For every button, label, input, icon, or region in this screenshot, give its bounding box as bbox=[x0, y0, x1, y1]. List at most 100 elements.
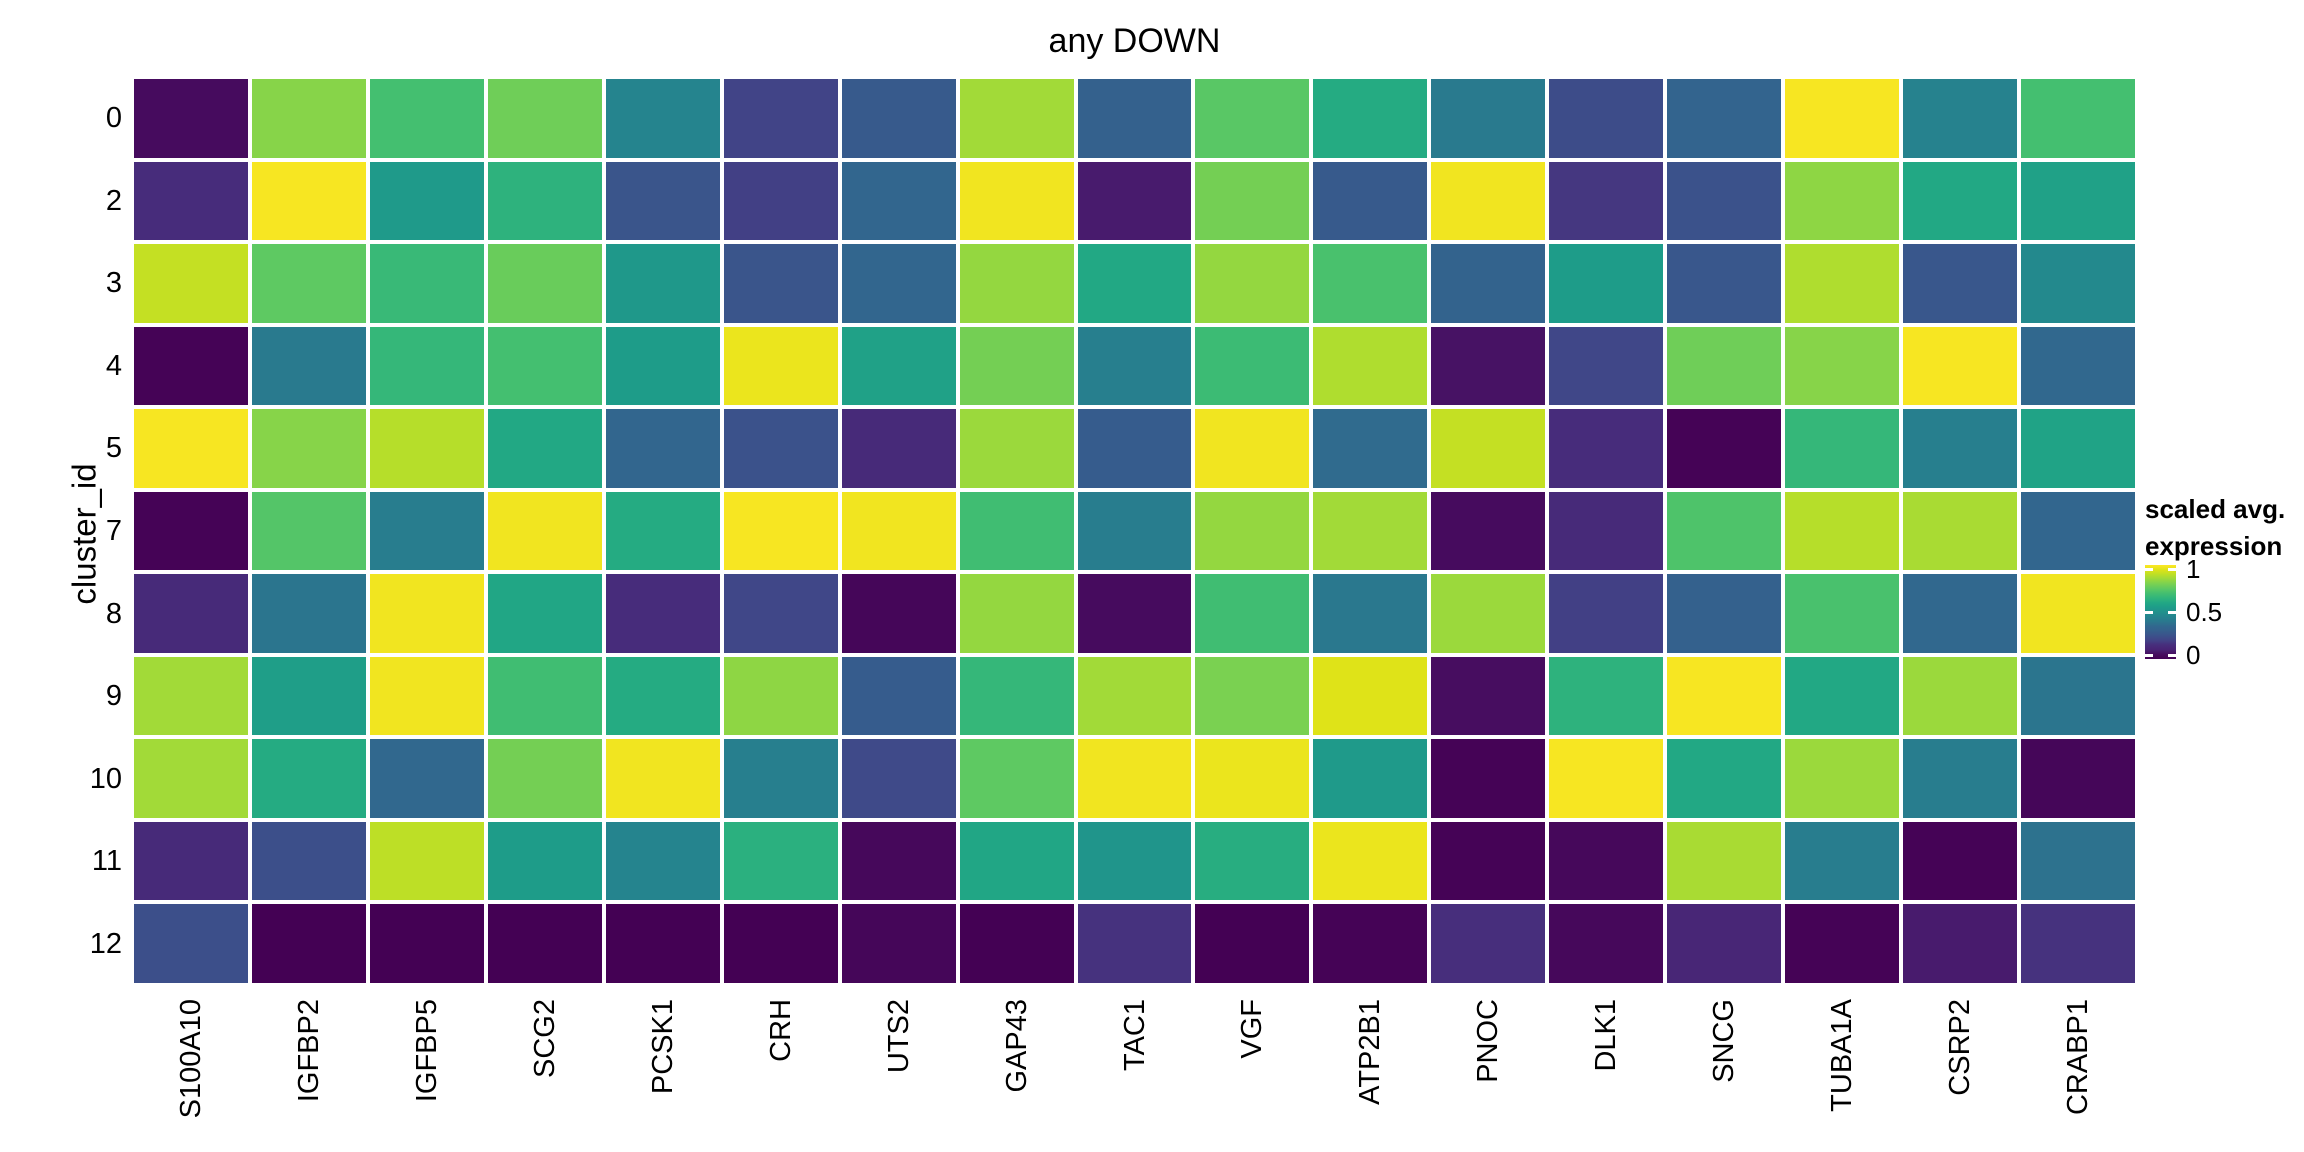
heatmap-cell bbox=[605, 244, 720, 323]
heatmap-cell bbox=[605, 821, 720, 901]
heatmap-cell bbox=[1549, 326, 1664, 406]
x-tick-label: PCSK1 bbox=[646, 999, 679, 1095]
heatmap-cell bbox=[369, 656, 484, 736]
heatmap-cell bbox=[487, 326, 602, 406]
y-tick-label: 7 bbox=[105, 515, 122, 547]
heatmap-cell bbox=[723, 904, 838, 983]
heatmap-cell bbox=[841, 491, 956, 571]
heatmap-cell bbox=[487, 79, 602, 158]
heatmap-cell bbox=[1903, 656, 2018, 736]
heatmap-cell bbox=[1785, 409, 1900, 488]
y-tick-label: 4 bbox=[105, 349, 122, 382]
x-tick-label: TAC1 bbox=[1118, 999, 1151, 1071]
heatmap-cell bbox=[723, 821, 838, 901]
heatmap-cell bbox=[2021, 574, 2135, 653]
heatmap-cell bbox=[487, 491, 602, 571]
heatmap-cell bbox=[134, 656, 248, 736]
heatmap-cell bbox=[1313, 326, 1428, 406]
heatmap-cell bbox=[1549, 821, 1664, 901]
heatmap-cell bbox=[1549, 739, 1664, 818]
heatmap-cell bbox=[369, 79, 484, 158]
heatmap-cell bbox=[487, 409, 602, 488]
heatmap-cell bbox=[1903, 409, 2018, 488]
heatmap-cell bbox=[959, 739, 1074, 818]
heatmap-cell bbox=[1077, 409, 1192, 488]
legend-title-line-1: scaled avg. bbox=[2145, 494, 2286, 524]
heatmap-cell bbox=[1667, 161, 1782, 241]
heatmap-cell bbox=[1195, 326, 1310, 406]
heatmap-cell bbox=[1903, 904, 2018, 983]
heatmap-cell bbox=[1549, 491, 1664, 571]
heatmap-cell bbox=[1785, 79, 1900, 158]
legend-tick-dash bbox=[2145, 653, 2153, 657]
heatmap-cell bbox=[369, 821, 484, 901]
heatmap-cell bbox=[1077, 161, 1192, 241]
heatmap-grid bbox=[134, 79, 2135, 983]
heatmap-cell bbox=[134, 574, 248, 653]
heatmap-cell bbox=[1903, 491, 2018, 571]
heatmap-cell bbox=[959, 491, 1074, 571]
heatmap-cell bbox=[1549, 656, 1664, 736]
heatmap-cell bbox=[1431, 574, 1546, 653]
heatmap-cell bbox=[369, 161, 484, 241]
heatmap-cell bbox=[1903, 821, 2018, 901]
x-tick-label: CRABP1 bbox=[2062, 999, 2095, 1116]
x-tick-label: SCG2 bbox=[528, 999, 561, 1078]
heatmap-cell bbox=[1785, 574, 1900, 653]
heatmap-cell bbox=[841, 409, 956, 488]
heatmap-cell bbox=[251, 491, 366, 571]
heatmap-cell bbox=[487, 739, 602, 818]
heatmap-cell bbox=[1903, 244, 2018, 323]
heatmap-cell bbox=[1195, 161, 1310, 241]
heatmap-cell bbox=[1195, 574, 1310, 653]
heatmap-cell bbox=[251, 326, 366, 406]
y-tick-label: 2 bbox=[105, 184, 122, 217]
x-tick-label: DLK1 bbox=[1590, 999, 1623, 1072]
x-tick-label: GAP43 bbox=[1000, 999, 1033, 1093]
heatmap-cell bbox=[1431, 161, 1546, 241]
heatmap-cell bbox=[251, 161, 366, 241]
heatmap-cell bbox=[723, 409, 838, 488]
heatmap-cell bbox=[1195, 79, 1310, 158]
heatmap-cell bbox=[1431, 739, 1546, 818]
heatmap-cell bbox=[1549, 79, 1664, 158]
heatmap-cell bbox=[605, 739, 720, 818]
heatmap-cell bbox=[1785, 491, 1900, 571]
heatmap-cell bbox=[2021, 739, 2135, 818]
x-tick-label: ATP2B1 bbox=[1354, 999, 1387, 1105]
heatmap-cell bbox=[1667, 821, 1782, 901]
heatmap-cell bbox=[487, 821, 602, 901]
legend-title-line-2: expression bbox=[2145, 531, 2283, 561]
heatmap-cell bbox=[2021, 821, 2135, 901]
heatmap-cell bbox=[1903, 326, 2018, 406]
heatmap-cell bbox=[1313, 821, 1428, 901]
heatmap-cell bbox=[1077, 656, 1192, 736]
y-tick-label: 5 bbox=[105, 432, 122, 465]
legend-tick-label: 0.5 bbox=[2186, 597, 2223, 627]
heatmap-cell bbox=[1195, 821, 1310, 901]
heatmap-cell bbox=[1549, 904, 1664, 983]
y-tick-label: 8 bbox=[105, 597, 122, 630]
heatmap-cell bbox=[1785, 904, 1900, 983]
heatmap-cell bbox=[1313, 574, 1428, 653]
heatmap-cell bbox=[487, 574, 602, 653]
heatmap-cell bbox=[1667, 491, 1782, 571]
x-tick-label: CSRP2 bbox=[1944, 999, 1977, 1096]
heatmap-cell bbox=[1077, 574, 1192, 653]
heatmap-cell bbox=[487, 161, 602, 241]
heatmap-cell bbox=[1903, 574, 2018, 653]
heatmap-cell bbox=[1313, 739, 1428, 818]
heatmap-cell bbox=[1549, 161, 1664, 241]
heatmap-cell bbox=[841, 821, 956, 901]
heatmap-cell bbox=[841, 574, 956, 653]
heatmap-cell bbox=[1077, 244, 1192, 323]
heatmap-cell bbox=[251, 574, 366, 653]
x-tick-label: IGFBP5 bbox=[410, 999, 443, 1103]
heatmap-cell bbox=[841, 904, 956, 983]
heatmap-cell bbox=[959, 574, 1074, 653]
heatmap-cell bbox=[723, 491, 838, 571]
heatmap-cell bbox=[1667, 739, 1782, 818]
x-tick-label: CRH bbox=[764, 999, 797, 1062]
heatmap-cell bbox=[605, 656, 720, 736]
heatmap-cell bbox=[1667, 904, 1782, 983]
